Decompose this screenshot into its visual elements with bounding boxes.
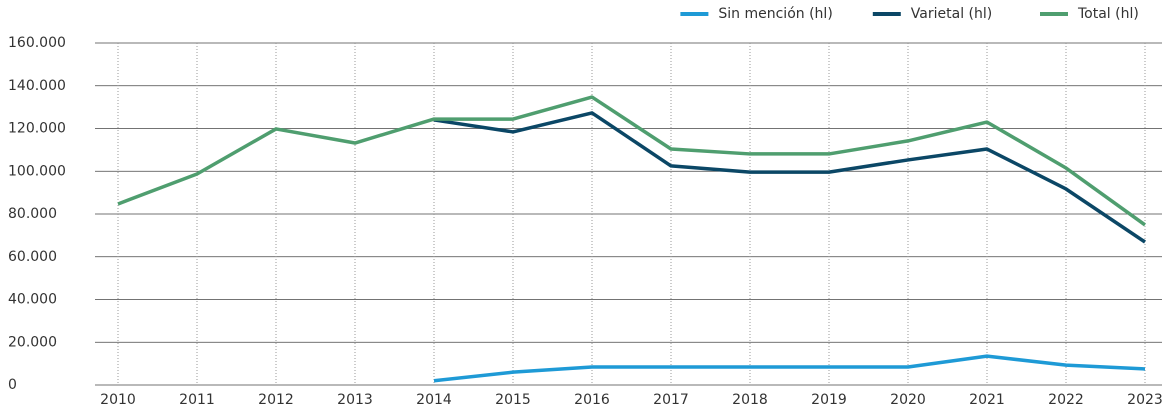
y-tick-label: 60.000 — [8, 249, 57, 265]
x-tick-label: 2013 — [337, 392, 373, 408]
legend-label: Varietal (hl) — [911, 6, 992, 22]
legend-label: Sin mención (hl) — [718, 6, 832, 22]
y-tick-label: 40.000 — [8, 292, 57, 308]
x-tick-label: 2015 — [495, 392, 531, 408]
y-tick-label: 160.000 — [8, 35, 66, 51]
y-tick-label: 20.000 — [8, 334, 57, 350]
series-line — [433, 354, 1146, 383]
x-tick-label: 2020 — [890, 392, 926, 408]
series-line — [117, 95, 1147, 227]
x-tick-label: 2010 — [100, 392, 136, 408]
x-tick-label: 2016 — [574, 392, 610, 408]
x-tick-label: 2022 — [1048, 392, 1084, 408]
y-tick-label: 0 — [8, 377, 17, 393]
y-tick-label: 100.000 — [8, 163, 66, 179]
x-tick-label: 2017 — [653, 392, 689, 408]
y-tick-label: 80.000 — [8, 206, 57, 222]
x-tick-label: 2023 — [1127, 392, 1163, 408]
x-tick-label: 2014 — [416, 392, 452, 408]
y-tick-label: 140.000 — [8, 78, 66, 94]
series-line — [433, 111, 1146, 244]
x-tick-label: 2019 — [811, 392, 847, 408]
x-tick-label: 2012 — [258, 392, 294, 408]
legend-label: Total (hl) — [1077, 6, 1139, 22]
x-tick-label: 2011 — [179, 392, 215, 408]
y-tick-label: 120.000 — [8, 121, 66, 137]
x-tick-label: 2018 — [732, 392, 768, 408]
x-tick-label: 2021 — [969, 392, 1005, 408]
